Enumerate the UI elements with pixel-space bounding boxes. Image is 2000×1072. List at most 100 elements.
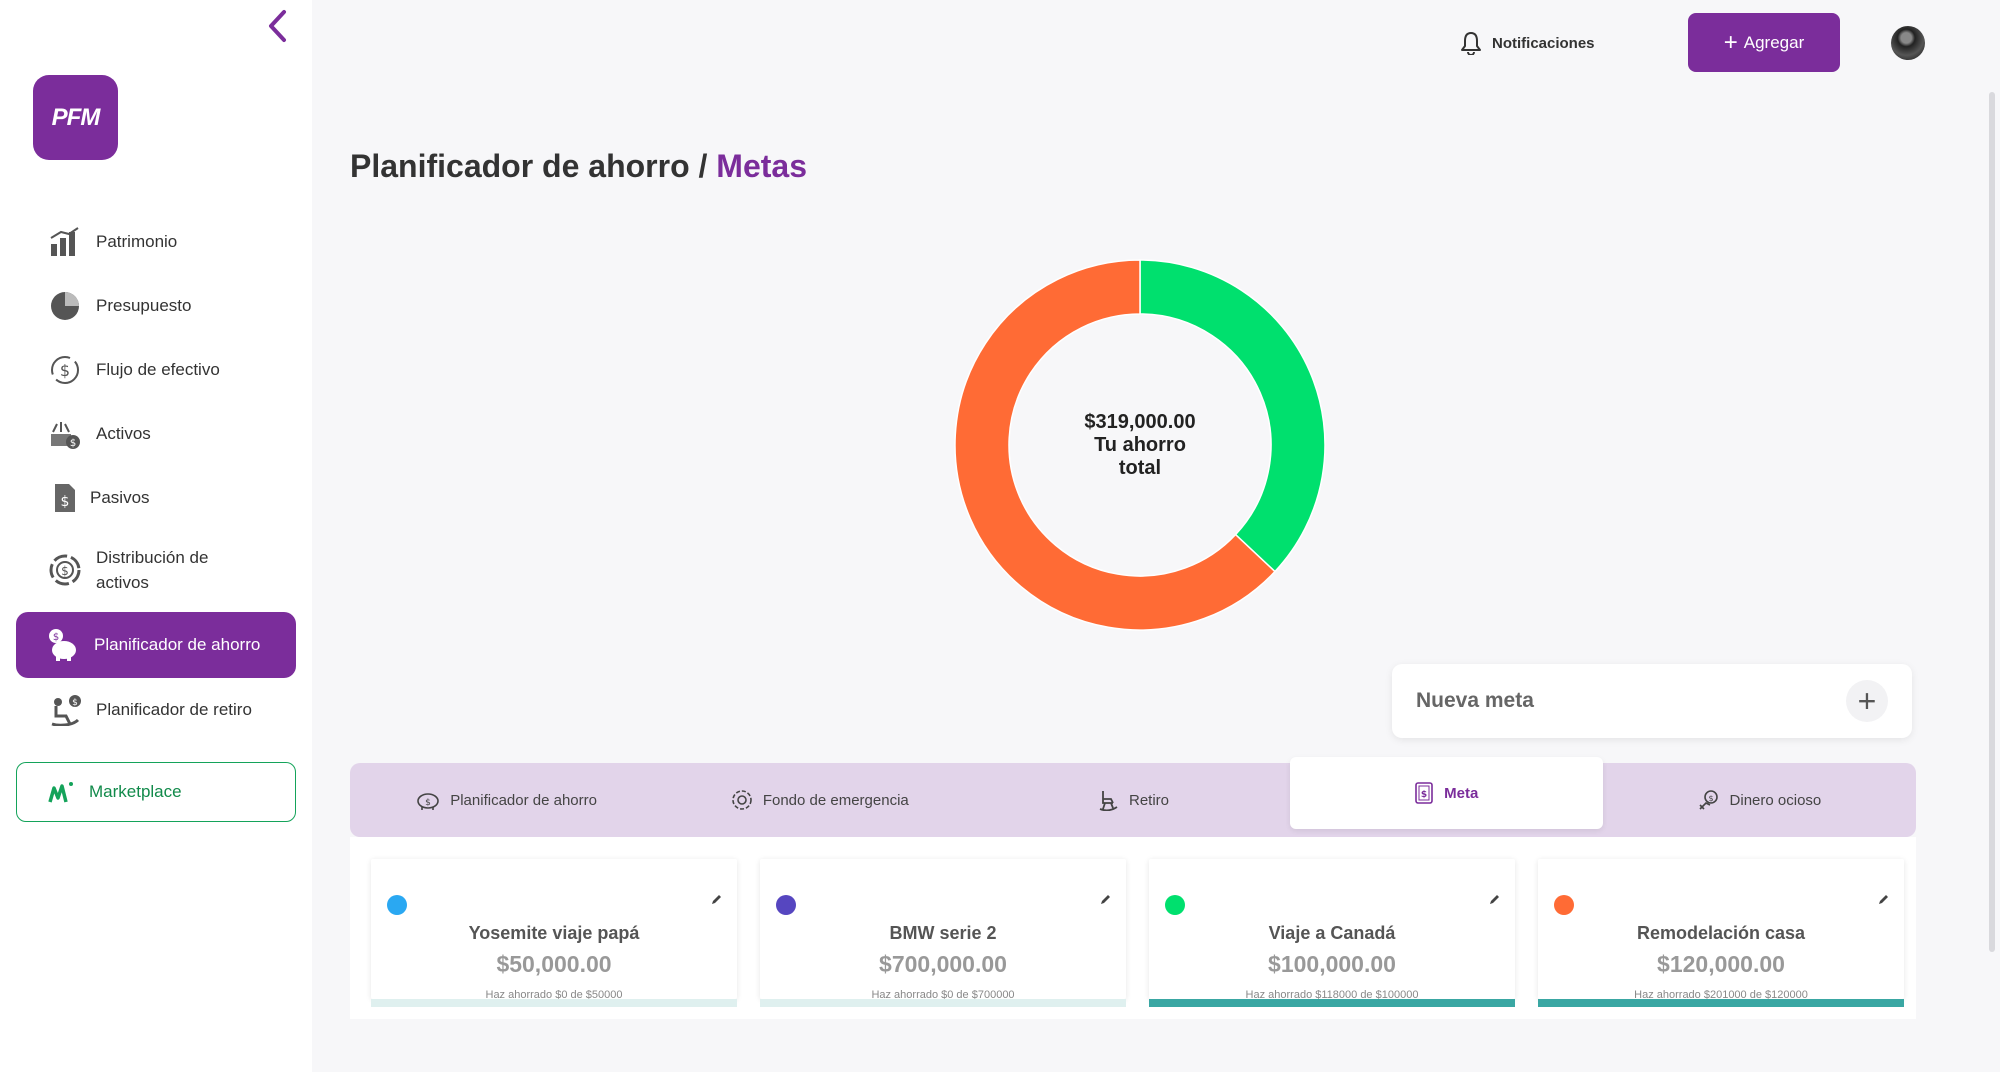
- notifications-button[interactable]: Notificaciones: [1460, 28, 1595, 58]
- liabilities-icon: $: [48, 481, 82, 515]
- plus-icon: +: [1723, 28, 1738, 56]
- user-avatar[interactable]: [1891, 26, 1925, 60]
- collapse-sidebar-button[interactable]: [262, 6, 292, 46]
- tab-label: Retiro: [1129, 791, 1170, 809]
- goal-progress-bar: [760, 999, 1126, 1007]
- bar-chart-icon: [48, 225, 82, 259]
- goal-progress-fill: [1538, 999, 1904, 1007]
- goal-icon: $: [1414, 781, 1434, 805]
- goal-progress-fill: [1149, 999, 1515, 1007]
- total-savings-label-line1: Tu ahorro: [1094, 433, 1186, 456]
- sidebar-nav: Patrimonio Presupuesto $ Flujo de efecti…: [16, 210, 296, 742]
- assets-icon: $: [48, 417, 82, 451]
- marketplace-label: Marketplace: [89, 782, 182, 801]
- sidebar-item-presupuesto[interactable]: Presupuesto: [16, 274, 296, 338]
- svg-text:$: $: [70, 438, 76, 449]
- goal-name: Viaje a Canadá: [1268, 923, 1396, 943]
- goal-card[interactable]: Remodelación casa $120,000.00 Haz ahorra…: [1538, 859, 1904, 1007]
- emergency-icon: [731, 789, 753, 811]
- goal-saved-text: Haz ahorrado $118000 de $100000: [1245, 989, 1419, 1001]
- goal-progress-bar: [1538, 999, 1904, 1007]
- goal-amount: $50,000.00: [496, 951, 612, 977]
- tab-dinero-ocioso[interactable]: $ Dinero ocioso: [1603, 763, 1916, 837]
- add-button[interactable]: + Agregar: [1688, 13, 1840, 72]
- goal-name: BMW serie 2: [889, 923, 997, 943]
- sidebar-item-label: Flujo de efectivo: [96, 360, 220, 379]
- app-logo[interactable]: PFM: [33, 75, 118, 160]
- tab-label: Fondo de emergencia: [762, 791, 909, 809]
- sidebar-item-distribucion-de-activos[interactable]: $ Distribución de activos: [16, 530, 296, 610]
- edit-pencil-icon[interactable]: [1489, 893, 1501, 905]
- tab-fondo-de-emergencia[interactable]: Fondo de emergencia: [663, 763, 976, 837]
- svg-text:$: $: [1421, 790, 1427, 800]
- svg-text:$: $: [1708, 794, 1713, 803]
- edit-pencil-icon[interactable]: [1100, 893, 1112, 905]
- goal-saved-text: Haz ahorrado $201000 de $120000: [1634, 989, 1808, 1001]
- goal-amount: $100,000.00: [1268, 951, 1396, 977]
- goal-card[interactable]: Yosemite viaje papá $50,000.00 Haz ahorr…: [371, 859, 737, 1007]
- svg-text:$: $: [72, 698, 78, 708]
- rocking-chair-icon: [1097, 789, 1119, 811]
- goal-saved-text: Haz ahorrado $0 de $700000: [871, 989, 1015, 1001]
- sidebar-item-planificador-de-ahorro[interactable]: $ Planificador de ahorro: [16, 612, 296, 678]
- sidebar-item-label: Planificador de ahorro: [94, 635, 261, 654]
- edit-pencil-icon[interactable]: [1878, 893, 1890, 905]
- sidebar-item-pasivos[interactable]: $ Pasivos: [16, 466, 296, 530]
- notifications-label: Notificaciones: [1492, 34, 1595, 52]
- goal-amount: $120,000.00: [1657, 951, 1785, 977]
- total-savings-amount: $319,000.00: [1084, 410, 1196, 433]
- sidebar-item-label: Pasivos: [90, 488, 150, 507]
- page-scrollbar[interactable]: [1989, 92, 1995, 952]
- sidebar-item-patrimonio[interactable]: Patrimonio: [16, 210, 296, 274]
- total-savings-label-line2: total: [1118, 456, 1162, 479]
- sidebar-item-planificador-de-retiro[interactable]: $ Planificador de retiro: [16, 678, 296, 742]
- sidebar-item-label: Activos: [96, 424, 151, 443]
- cash-flow-icon: $: [48, 353, 82, 387]
- tab-label: Planificador de ahorro: [450, 791, 597, 809]
- goal-color-dot: [776, 895, 796, 915]
- donut-slice-remodelaci-n-casa[interactable]: [954, 259, 1276, 631]
- tab-retiro[interactable]: Retiro: [976, 763, 1289, 837]
- svg-text:$: $: [60, 361, 70, 380]
- tab-planificador-de-ahorro[interactable]: $ Planificador de ahorro: [350, 763, 663, 837]
- donut-center-label: $319,000.00 Tu ahorro total: [950, 255, 1330, 635]
- goal-color-dot: [1554, 895, 1574, 915]
- donut-svg: [954, 259, 1326, 631]
- savings-donut-chart: $319,000.00 Tu ahorro total: [950, 255, 1330, 635]
- sidebar-item-label: Patrimonio: [96, 232, 178, 251]
- edit-pencil-icon[interactable]: [711, 893, 723, 905]
- svg-text:$: $: [61, 564, 69, 578]
- new-goal-button[interactable]: Nueva meta +: [1392, 664, 1912, 738]
- marketplace-button[interactable]: Marketplace: [16, 762, 296, 822]
- distribution-icon: $: [48, 553, 82, 587]
- chevron-left-icon: [269, 10, 286, 42]
- page-title-main: Planificador de ahorro /: [350, 148, 708, 184]
- sidebar-item-flujo-de-efectivo[interactable]: $ Flujo de efectivo: [16, 338, 296, 402]
- piggy-bank-icon: $: [416, 789, 440, 811]
- sidebar-item-label: Planificador de retiro: [96, 700, 252, 719]
- retirement-icon: $: [48, 693, 82, 727]
- page-title-accent: Metas: [716, 148, 807, 184]
- savings-tabs: $ Planificador de ahorro Fondo de emerge…: [350, 757, 1916, 837]
- new-goal-label: Nueva meta: [1416, 689, 1534, 712]
- sidebar-item-activos[interactable]: $ Activos: [16, 402, 296, 466]
- svg-text:$: $: [53, 632, 59, 643]
- sidebar: PFM Patrimonio Presupuesto $ Flujo de ef…: [0, 0, 312, 1072]
- sidebar-item-label: Presupuesto: [96, 296, 192, 315]
- goal-card[interactable]: Viaje a Canadá $100,000.00 Haz ahorrado …: [1149, 859, 1515, 1007]
- svg-text:$: $: [425, 798, 431, 808]
- donut-slice-viaje-a-canad-[interactable]: [1139, 259, 1326, 573]
- goal-card[interactable]: BMW serie 2 $700,000.00 Haz ahorrado $0 …: [760, 859, 1126, 1007]
- goal-progress-bar: [371, 999, 737, 1007]
- plus-icon[interactable]: +: [1846, 680, 1888, 722]
- tab-meta[interactable]: $ Meta: [1289, 757, 1603, 829]
- idle-money-icon: $: [1698, 789, 1720, 811]
- goal-name: Yosemite viaje papá: [468, 923, 640, 943]
- goal-name: Remodelación casa: [1636, 923, 1806, 943]
- tab-label: Meta: [1444, 784, 1479, 802]
- goal-progress-bar: [1149, 999, 1515, 1007]
- piggy-bank-icon: $: [46, 628, 80, 662]
- page-title: Planificador de ahorro / Metas: [350, 148, 807, 185]
- tab-label: Dinero ocioso: [1729, 791, 1822, 809]
- goal-color-dot: [387, 895, 407, 915]
